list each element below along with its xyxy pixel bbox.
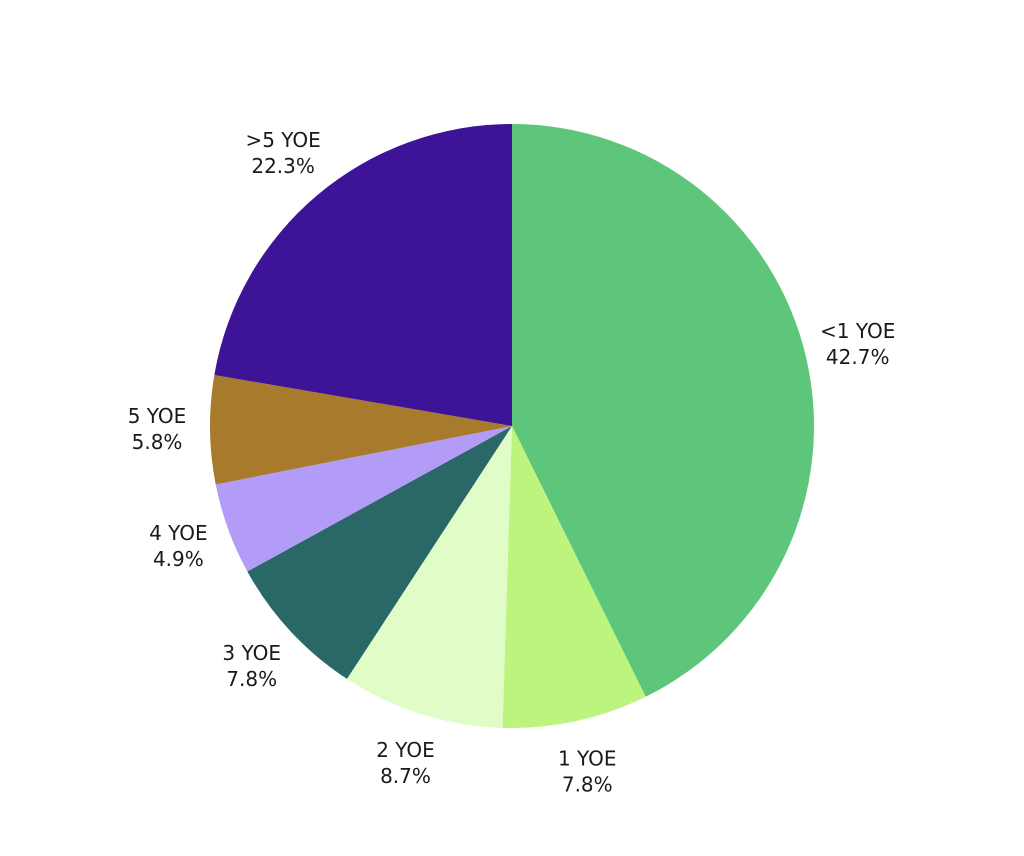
pie-slice bbox=[209, 375, 512, 485]
slice-label: >5 YOE bbox=[245, 128, 320, 152]
slice-label: <1 YOE bbox=[820, 319, 895, 343]
value-label: 4.9% bbox=[153, 547, 204, 571]
value-label: 7.8% bbox=[562, 772, 613, 796]
slice-label: 2 YOE bbox=[376, 738, 435, 762]
pie-slice bbox=[512, 124, 815, 697]
value-label: 8.7% bbox=[380, 764, 431, 788]
value-label: 5.8% bbox=[132, 430, 183, 454]
pie-slice bbox=[247, 426, 512, 679]
slice-label: 4 YOE bbox=[149, 521, 208, 545]
pie-slice bbox=[346, 426, 512, 728]
pie-slice bbox=[502, 426, 646, 728]
pie-slice bbox=[215, 426, 512, 572]
slice-label: 3 YOE bbox=[222, 641, 281, 665]
value-label: 7.8% bbox=[226, 667, 277, 691]
value-label: 42.7% bbox=[826, 345, 890, 369]
slice-label: 1 YOE bbox=[558, 746, 617, 770]
pie-slice bbox=[214, 124, 512, 426]
value-label: 22.3% bbox=[251, 154, 315, 178]
slice-label: 5 YOE bbox=[128, 404, 187, 428]
